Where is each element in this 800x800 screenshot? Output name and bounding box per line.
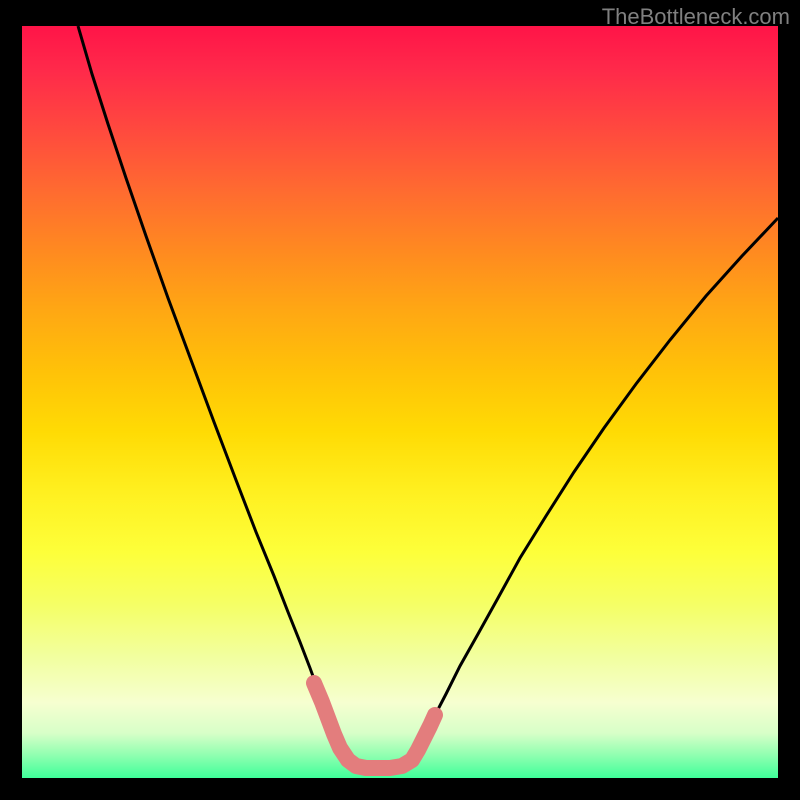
watermark-text: TheBottleneck.com (602, 4, 790, 30)
plot-area (22, 26, 778, 778)
left-curve-line (78, 26, 348, 762)
bottleneck-chart (22, 26, 778, 778)
valley-highlight (314, 683, 435, 768)
right-curve-line (410, 218, 778, 762)
